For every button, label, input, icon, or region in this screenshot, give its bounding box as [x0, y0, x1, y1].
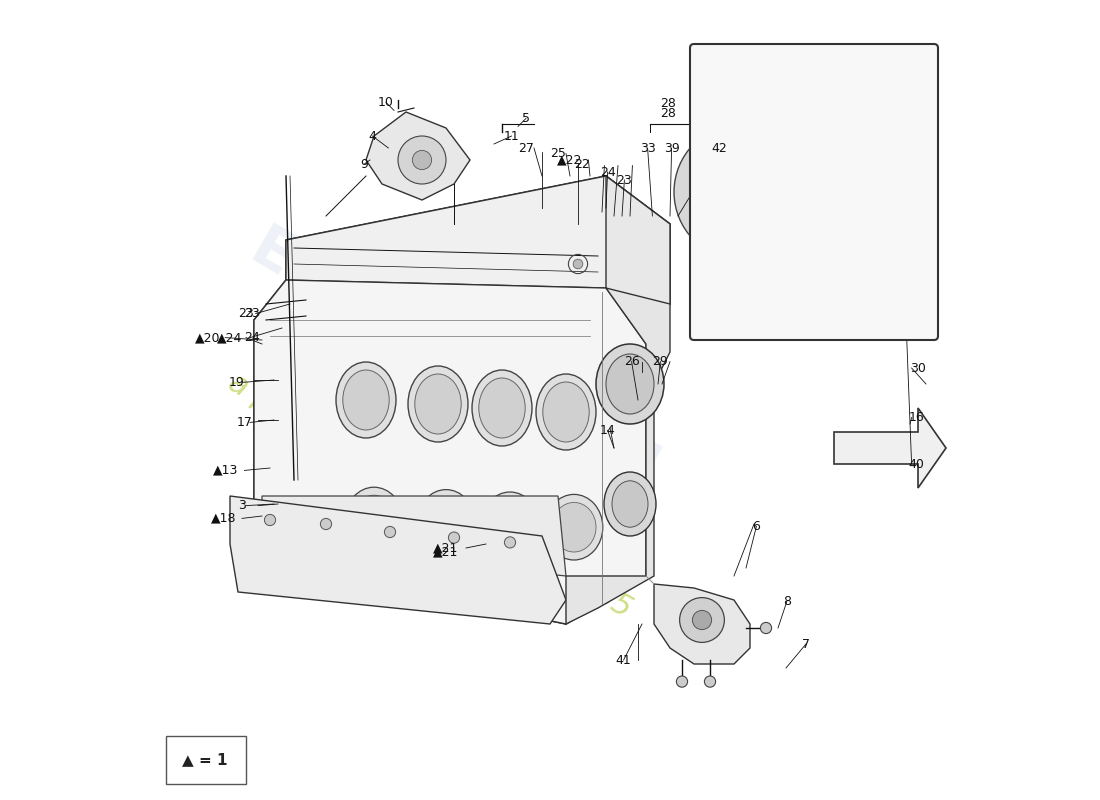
Circle shape — [680, 598, 725, 642]
Ellipse shape — [790, 124, 878, 260]
Circle shape — [384, 526, 396, 538]
Text: ▲18: ▲18 — [211, 512, 236, 525]
Circle shape — [573, 259, 583, 269]
Bar — [166, 736, 246, 784]
Text: 28: 28 — [660, 98, 676, 110]
Ellipse shape — [536, 374, 596, 450]
Polygon shape — [254, 280, 646, 624]
Ellipse shape — [546, 494, 603, 560]
Text: ▲ = 1: ▲ = 1 — [182, 753, 228, 767]
Ellipse shape — [481, 492, 539, 558]
Text: 17: 17 — [236, 416, 252, 429]
Text: 4: 4 — [368, 130, 376, 142]
Text: 30: 30 — [910, 362, 926, 374]
Polygon shape — [694, 80, 926, 320]
Ellipse shape — [424, 498, 468, 547]
Text: 39: 39 — [663, 142, 680, 154]
Polygon shape — [286, 176, 670, 288]
Ellipse shape — [774, 104, 894, 280]
Circle shape — [690, 140, 794, 244]
Polygon shape — [230, 496, 566, 624]
Circle shape — [900, 302, 912, 314]
Text: 6: 6 — [752, 520, 760, 533]
Ellipse shape — [472, 370, 532, 446]
Ellipse shape — [604, 472, 656, 536]
Text: ▲20: ▲20 — [195, 331, 220, 344]
Circle shape — [760, 622, 771, 634]
Text: 9: 9 — [361, 158, 368, 170]
Text: 28: 28 — [660, 107, 676, 120]
Circle shape — [412, 150, 431, 170]
Ellipse shape — [417, 490, 475, 555]
Polygon shape — [606, 176, 670, 344]
Text: 16: 16 — [909, 411, 924, 424]
Text: ▲22: ▲22 — [557, 154, 582, 166]
Text: 41: 41 — [616, 654, 631, 666]
Polygon shape — [566, 288, 670, 624]
Text: 14: 14 — [600, 424, 616, 437]
Ellipse shape — [343, 370, 389, 430]
Ellipse shape — [552, 502, 596, 552]
FancyBboxPatch shape — [690, 44, 938, 340]
Text: 7: 7 — [802, 638, 810, 650]
Text: 25: 25 — [550, 147, 565, 160]
Polygon shape — [654, 584, 750, 664]
Text: ▲24: ▲24 — [217, 331, 242, 344]
Circle shape — [704, 676, 716, 687]
Circle shape — [676, 676, 688, 687]
Text: 22: 22 — [574, 158, 590, 170]
Polygon shape — [834, 408, 946, 488]
Ellipse shape — [612, 481, 648, 527]
Text: 8: 8 — [783, 595, 791, 608]
Text: 3: 3 — [238, 499, 246, 512]
Ellipse shape — [415, 374, 461, 434]
Polygon shape — [262, 496, 566, 576]
Text: 24: 24 — [600, 166, 616, 178]
Ellipse shape — [606, 354, 654, 414]
Text: 19: 19 — [229, 376, 244, 389]
Circle shape — [727, 90, 740, 102]
Circle shape — [824, 90, 836, 102]
Text: EURORICAMBI: EURORICAMBI — [240, 220, 668, 500]
Text: 24: 24 — [244, 331, 261, 344]
Text: 27: 27 — [518, 142, 534, 154]
Text: 11: 11 — [504, 130, 519, 142]
Circle shape — [871, 90, 884, 102]
Circle shape — [398, 136, 446, 184]
Text: 42: 42 — [712, 142, 727, 154]
Ellipse shape — [542, 382, 590, 442]
Text: 5: 5 — [522, 112, 530, 125]
Circle shape — [320, 518, 331, 530]
Ellipse shape — [596, 344, 664, 424]
Circle shape — [674, 124, 810, 260]
Text: 26: 26 — [624, 355, 639, 368]
Circle shape — [264, 514, 276, 526]
Text: 23: 23 — [239, 307, 254, 320]
Text: 23: 23 — [616, 174, 632, 186]
Polygon shape — [366, 112, 470, 200]
Text: ▲21: ▲21 — [432, 542, 458, 554]
Circle shape — [710, 160, 774, 224]
Ellipse shape — [345, 487, 403, 553]
Text: 23: 23 — [244, 307, 261, 320]
Text: 33: 33 — [640, 142, 656, 154]
Ellipse shape — [478, 378, 525, 438]
Text: 10: 10 — [378, 96, 394, 109]
Circle shape — [505, 537, 516, 548]
Circle shape — [692, 610, 712, 630]
Ellipse shape — [408, 366, 468, 442]
Ellipse shape — [336, 362, 396, 438]
Circle shape — [776, 90, 789, 102]
Circle shape — [449, 532, 460, 543]
Ellipse shape — [352, 495, 396, 545]
Text: 29: 29 — [652, 355, 669, 368]
Circle shape — [727, 178, 757, 206]
Text: ▲21: ▲21 — [432, 546, 458, 558]
Ellipse shape — [488, 500, 532, 550]
Text: a passion for parts since 1985: a passion for parts since 1985 — [223, 368, 637, 624]
Text: ▲13: ▲13 — [212, 464, 238, 477]
Text: 40: 40 — [909, 458, 924, 470]
